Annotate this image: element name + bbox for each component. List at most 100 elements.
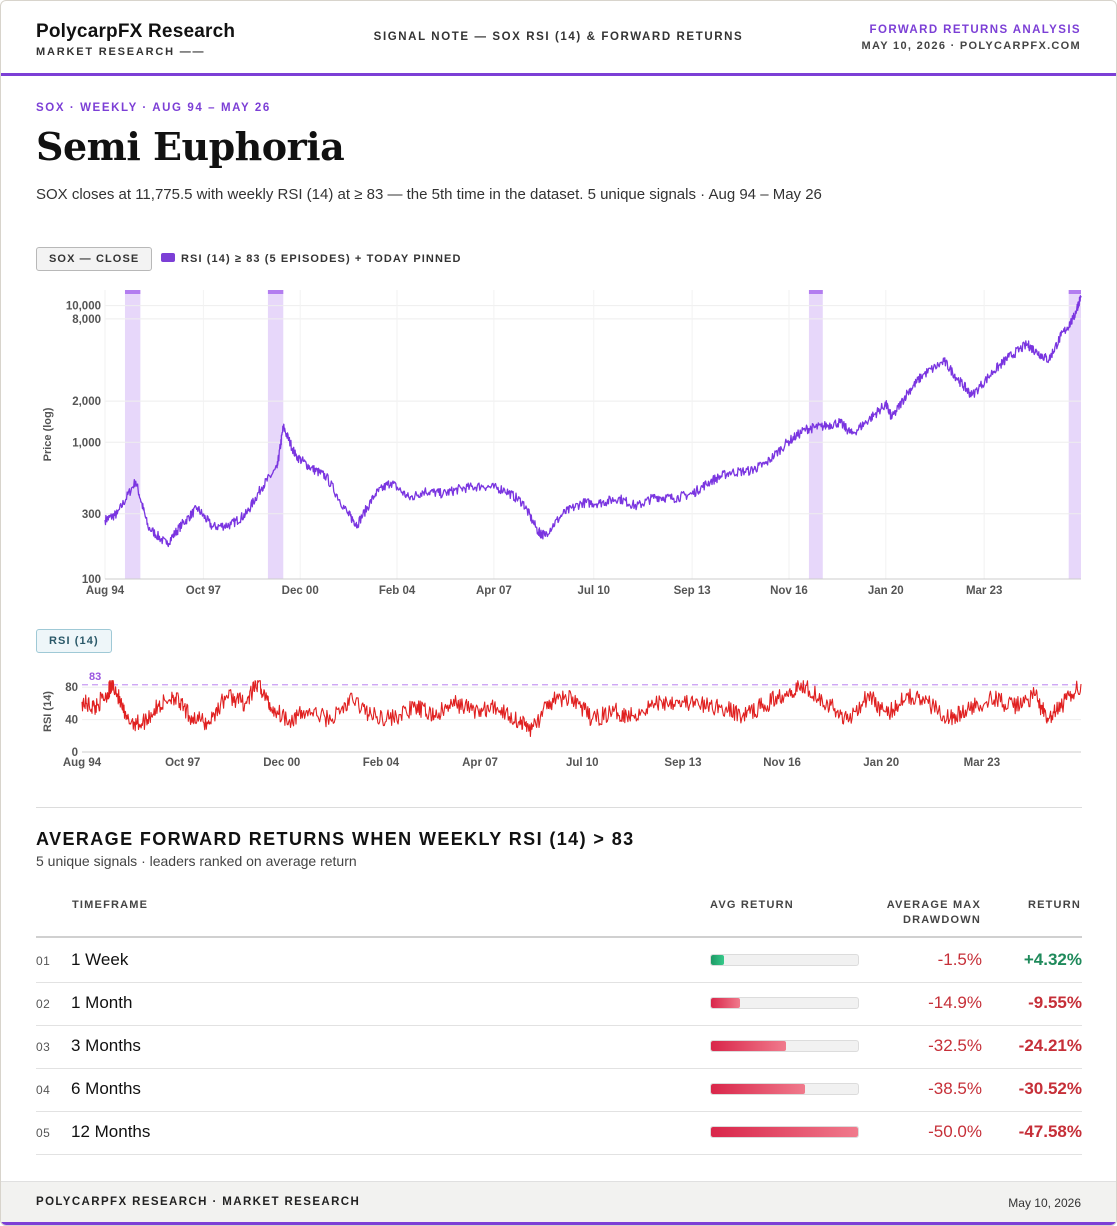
row-number: 02	[36, 997, 51, 1011]
row-return: -24.21%	[1018, 1036, 1082, 1055]
kicker: SOX · WEEKLY · AUG 94 – MAY 26	[36, 102, 271, 114]
rsi-x-tick-label: Apr 07	[462, 757, 498, 769]
rsi-episode-band-cap	[267, 290, 284, 294]
table-row: 04 6 Months -38.5% -30.52%	[36, 1068, 1082, 1112]
row-max-drawdown: -38.5%	[928, 1079, 982, 1098]
avg-return-bar	[710, 954, 859, 966]
price-y-tick-label: 1,000	[72, 437, 101, 449]
page-title: Semi Euphoria	[36, 124, 345, 169]
table-title: AVERAGE FORWARD RETURNS WHEN WEEKLY RSI …	[36, 829, 635, 849]
avg-return-bar-fill	[711, 1127, 858, 1137]
header-right: FORWARD RETURNS ANALYSIS MAY 10, 2026 · …	[862, 24, 1081, 52]
footer-date: May 10, 2026	[1008, 1196, 1081, 1210]
row-number: 04	[36, 1083, 51, 1097]
avg-return-bar	[710, 1126, 859, 1138]
rsi-episode-band-cap	[124, 290, 141, 294]
legend-label: RSI (14) ≥ 83 (5 EPISODES) + TODAY PINNE…	[181, 253, 462, 265]
price-series-line	[104, 295, 1082, 548]
header-right-subtitle: MAY 10, 2026 · POLYCARPFX.COM	[861, 40, 1081, 52]
table-row: 03 3 Months -32.5% -24.21%	[36, 1025, 1082, 1069]
rsi-panel-pill: RSI (14)	[36, 629, 112, 653]
row-timeframe: 1 Month	[71, 993, 133, 1012]
rsi-episode-band	[267, 290, 284, 579]
price-x-tick-label: Jul 10	[577, 585, 610, 597]
rsi-episode-band	[124, 290, 141, 579]
avg-return-bar-fill	[711, 955, 725, 965]
brand-name: PolycarpFX Research	[36, 21, 236, 42]
avg-return-bar-fill	[711, 998, 741, 1008]
price-y-axis-label: Price (log)	[42, 407, 54, 461]
rsi-x-tick-label: Mar 23	[964, 757, 1000, 769]
rsi-y-tick-label: 40	[65, 715, 78, 727]
avg-return-bar	[710, 1040, 859, 1052]
rsi-x-tick-label: Aug 94	[63, 757, 102, 769]
rsi-x-tick-label: Jul 10	[566, 757, 599, 769]
row-return: -9.55%	[1028, 993, 1082, 1012]
row-number: 03	[36, 1040, 51, 1054]
header-center-title: SIGNAL NOTE — SOX RSI (14) & FORWARD RET…	[373, 31, 744, 43]
col-header-drawdown-line2: DRAWDOWN	[902, 914, 981, 926]
price-panel-pill: SOX — CLOSE	[36, 247, 153, 271]
legend-swatch	[161, 253, 175, 262]
section-divider	[36, 807, 1082, 808]
row-number: 05	[36, 1126, 51, 1140]
rsi-episode-band-cap	[808, 290, 823, 294]
rsi-episode-band-cap	[1068, 290, 1081, 294]
rsi-x-tick-label: Oct 97	[165, 757, 200, 769]
price-legend: RSI (14) ≥ 83 (5 EPISODES) + TODAY PINNE…	[161, 253, 461, 265]
row-max-drawdown: -1.5%	[937, 950, 982, 969]
price-y-tick-label: 8,000	[72, 314, 101, 326]
price-x-tick-label: Oct 97	[186, 585, 221, 597]
table-row: 05 12 Months -50.0% -47.58%	[36, 1111, 1082, 1155]
price-y-tick-label: 10,000	[66, 301, 101, 313]
header-right-title: FORWARD RETURNS ANALYSIS	[869, 24, 1081, 36]
rsi-y-tick-label: 0	[72, 747, 78, 759]
rsi-y-axis-label: RSI (14)	[42, 691, 54, 732]
row-timeframe: 3 Months	[71, 1036, 141, 1055]
col-header-drawdown-line1: AVERAGE MAX	[886, 899, 981, 911]
rsi-series-line	[81, 680, 1082, 738]
price-y-tick-label: 100	[82, 574, 101, 586]
avg-return-bar	[710, 1083, 859, 1095]
row-return: -30.52%	[1018, 1079, 1082, 1098]
price-x-tick-label: Mar 23	[966, 585, 1002, 597]
footer-left: POLYCARPFX RESEARCH · MARKET RESEARCH	[36, 1196, 361, 1208]
avg-return-bar	[710, 997, 859, 1009]
price-x-tick-label: Nov 16	[770, 585, 808, 597]
rsi-x-tick-label: Feb 04	[363, 757, 400, 769]
price-y-tick-label: 2,000	[72, 396, 101, 408]
row-max-drawdown: -32.5%	[928, 1036, 982, 1055]
price-x-tick-label: Dec 00	[282, 585, 319, 597]
table-row: 02 1 Month -14.9% -9.55%	[36, 982, 1082, 1026]
col-header-return: RETURN	[1027, 899, 1081, 911]
price-y-tick-label: 300	[82, 509, 101, 521]
rsi-episode-band	[808, 290, 823, 579]
price-x-tick-label: Jan 20	[868, 585, 904, 597]
col-header-avg-return: AVG RETURN	[710, 899, 794, 911]
avg-return-bar-fill	[711, 1041, 786, 1051]
rsi-x-tick-label: Sep 13	[664, 757, 701, 769]
rsi-x-tick-label: Jan 20	[863, 757, 899, 769]
row-number: 01	[36, 954, 51, 968]
row-timeframe: 1 Week	[71, 950, 129, 969]
brand: PolycarpFX Research MARKET RESEARCH ——	[36, 21, 235, 58]
page-subtitle: SOX closes at 11,775.5 with weekly RSI (…	[36, 186, 822, 203]
col-header-drawdown: AVERAGE MAX DRAWDOWN	[887, 899, 981, 926]
col-header-timeframe: TIMEFRAME	[72, 899, 149, 911]
page-header: PolycarpFX Research MARKET RESEARCH —— S…	[1, 1, 1116, 76]
table-row: 01 1 Week -1.5% +4.32%	[36, 939, 1082, 983]
table-header-rule	[36, 936, 1082, 938]
row-timeframe: 12 Months	[71, 1122, 151, 1141]
price-x-tick-label: Apr 07	[476, 585, 512, 597]
rsi-threshold-label: 83	[89, 671, 101, 683]
table-subtitle: 5 unique signals · leaders ranked on ave…	[36, 853, 357, 869]
price-x-tick-label: Aug 94	[86, 585, 125, 597]
price-x-tick-label: Feb 04	[379, 585, 416, 597]
row-return: +4.32%	[1023, 950, 1082, 969]
avg-return-bar-fill	[711, 1084, 806, 1094]
brand-subtitle: MARKET RESEARCH ——	[36, 46, 206, 58]
rsi-x-tick-label: Dec 00	[263, 757, 300, 769]
row-max-drawdown: -14.9%	[928, 993, 982, 1012]
